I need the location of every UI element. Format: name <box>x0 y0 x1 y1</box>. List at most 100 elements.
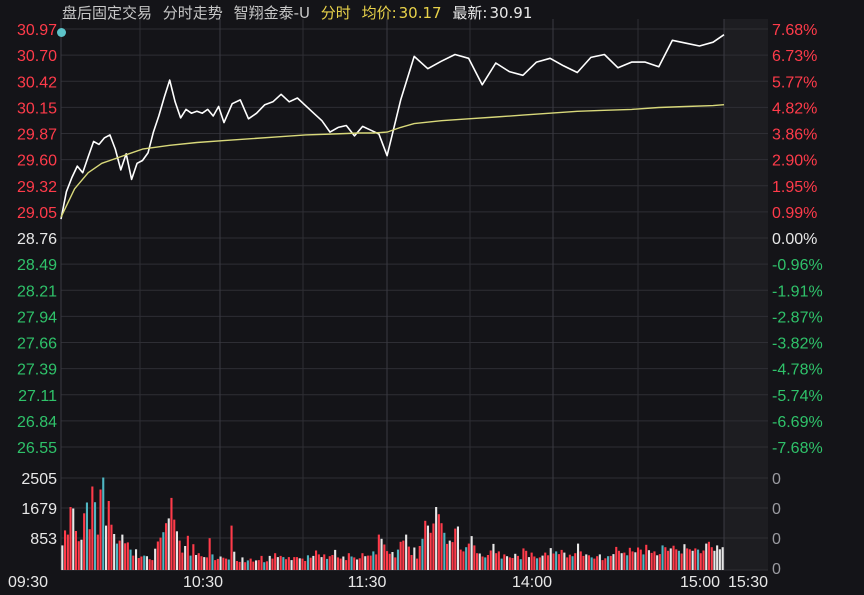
volume-bar <box>88 529 91 570</box>
volume-bar <box>143 555 146 570</box>
volume-bar <box>156 541 159 570</box>
volume-bar <box>707 541 710 570</box>
price-tick-label: 28.76 <box>17 231 57 248</box>
after-hours-band <box>724 19 768 570</box>
volume-bar <box>446 543 449 570</box>
volume-bar <box>159 537 162 570</box>
volume-bar <box>175 531 178 570</box>
volume-bar <box>555 551 558 570</box>
volume-bar <box>650 552 653 570</box>
volume-bar <box>64 530 67 570</box>
volume-bar <box>358 558 361 570</box>
volume-bar <box>680 553 683 570</box>
volume-bar <box>500 558 503 570</box>
volume-bar <box>386 551 389 570</box>
volume-bar <box>246 560 249 570</box>
volume-bar <box>113 534 116 570</box>
price-tick-label: 28.49 <box>17 257 57 274</box>
volume-bar <box>377 534 380 570</box>
average-price-line <box>60 104 725 218</box>
live-indicator-dot <box>57 28 66 37</box>
time-tick-label: 11:30 <box>348 574 387 591</box>
volume-bar <box>718 549 721 570</box>
volume-bar <box>530 552 533 570</box>
price-tick-label: 28.21 <box>17 283 57 300</box>
time-tick-label: 09:30 <box>8 574 48 591</box>
volume-bar <box>271 558 274 570</box>
volume-bar <box>205 557 208 570</box>
volume-bar <box>519 559 522 570</box>
volume-bar <box>407 546 410 570</box>
percent-tick-label: -0.96% <box>772 257 823 274</box>
volume-bar <box>511 558 514 570</box>
volume-bar <box>189 555 192 570</box>
volume-bar <box>208 538 211 570</box>
volume-bar <box>568 554 571 570</box>
percent-tick-label: 0.00% <box>772 231 817 248</box>
price-tick-label: 30.15 <box>17 100 57 117</box>
volume-bar <box>456 526 459 570</box>
volume-bar <box>686 548 689 570</box>
volume-bar <box>514 553 517 570</box>
volume-bar <box>462 551 465 570</box>
volume-bar <box>178 540 181 570</box>
volume-bar <box>295 557 298 570</box>
volume-bar <box>336 557 339 570</box>
volume-bar <box>192 544 195 570</box>
stock-name[interactable]: 智翔金泰-U <box>233 4 310 22</box>
volume-tick-label: 1679 <box>21 501 57 518</box>
volume-bar <box>162 532 165 570</box>
volume-bar <box>699 553 702 570</box>
volume-bar <box>83 513 86 570</box>
volume-bar <box>416 558 419 570</box>
volume-bar <box>574 553 577 570</box>
volume-bar <box>620 553 623 570</box>
volume-bar <box>293 557 296 570</box>
volume-bar <box>656 555 659 570</box>
price-tick-label: 29.32 <box>17 179 57 196</box>
volume-bar <box>639 549 642 570</box>
volume-bar <box>538 557 541 570</box>
volume-bar <box>334 549 337 570</box>
volume-bar <box>440 523 443 570</box>
volume-bar <box>716 545 719 570</box>
volume-bar <box>94 502 97 570</box>
volume-bar <box>145 556 148 570</box>
volume-bar <box>233 551 236 570</box>
volume-bar <box>607 556 610 570</box>
volume-bar <box>263 562 266 570</box>
volume-bar <box>394 557 397 570</box>
volume-bar <box>124 543 127 570</box>
volume-bar <box>148 559 151 570</box>
volume-bar <box>486 555 489 570</box>
volume-bar <box>222 557 225 570</box>
volume-bar <box>560 549 563 570</box>
volume-bar <box>664 547 667 570</box>
price-tick-label: 26.84 <box>17 414 57 431</box>
volume-bar <box>369 555 372 570</box>
volume-bar <box>102 477 105 570</box>
volume-bar <box>129 549 132 570</box>
volume-bar <box>99 489 102 570</box>
volume-bar <box>661 545 664 570</box>
volume-bar <box>516 555 519 570</box>
volume-bar <box>484 557 487 570</box>
volume-bar <box>326 558 329 570</box>
volume-bar <box>582 555 585 570</box>
volume-bar <box>80 539 83 570</box>
volume-tick-label: 853 <box>30 531 57 548</box>
volume-bar <box>683 544 686 570</box>
volume-tick-label: 2505 <box>21 471 57 488</box>
volume-bar <box>677 550 680 570</box>
volume-bar <box>167 518 170 570</box>
volume-bar <box>380 538 383 570</box>
chart-axes: 30.97 30.70 30.42 30.15 29.87 29.60 29.32 29.05… <box>8 22 823 591</box>
volume-bar <box>410 555 413 570</box>
volume-bar <box>465 547 468 570</box>
volume-bar <box>309 557 312 570</box>
volume-bar <box>219 556 222 570</box>
percent-tick-label: -2.87% <box>772 309 823 326</box>
volume-right-tick-label: 0 <box>772 531 781 548</box>
volume-bar <box>628 547 631 570</box>
